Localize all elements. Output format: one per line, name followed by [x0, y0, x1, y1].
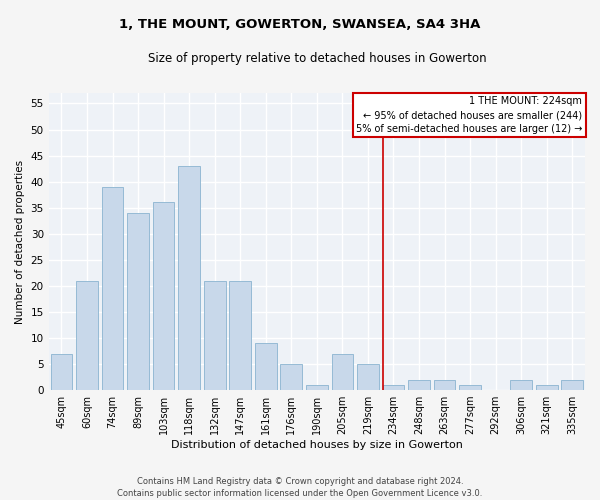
Title: Size of property relative to detached houses in Gowerton: Size of property relative to detached ho…: [148, 52, 486, 66]
Text: Contains HM Land Registry data © Crown copyright and database right 2024.
Contai: Contains HM Land Registry data © Crown c…: [118, 476, 482, 498]
Bar: [357, 364, 379, 390]
Bar: [434, 380, 455, 390]
Bar: [408, 380, 430, 390]
Y-axis label: Number of detached properties: Number of detached properties: [15, 160, 25, 324]
Bar: [332, 354, 353, 390]
Text: 1 THE MOUNT: 224sqm
← 95% of detached houses are smaller (244)
5% of semi-detach: 1 THE MOUNT: 224sqm ← 95% of detached ho…: [356, 96, 583, 134]
Text: 1, THE MOUNT, GOWERTON, SWANSEA, SA4 3HA: 1, THE MOUNT, GOWERTON, SWANSEA, SA4 3HA: [119, 18, 481, 30]
Bar: [50, 354, 72, 390]
Bar: [306, 385, 328, 390]
Bar: [255, 343, 277, 390]
Bar: [178, 166, 200, 390]
Bar: [127, 213, 149, 390]
Bar: [383, 385, 404, 390]
Bar: [536, 385, 557, 390]
Bar: [280, 364, 302, 390]
Bar: [76, 280, 98, 390]
Bar: [229, 280, 251, 390]
X-axis label: Distribution of detached houses by size in Gowerton: Distribution of detached houses by size …: [171, 440, 463, 450]
Bar: [153, 202, 175, 390]
Bar: [101, 187, 124, 390]
Bar: [204, 280, 226, 390]
Bar: [510, 380, 532, 390]
Bar: [562, 380, 583, 390]
Bar: [459, 385, 481, 390]
